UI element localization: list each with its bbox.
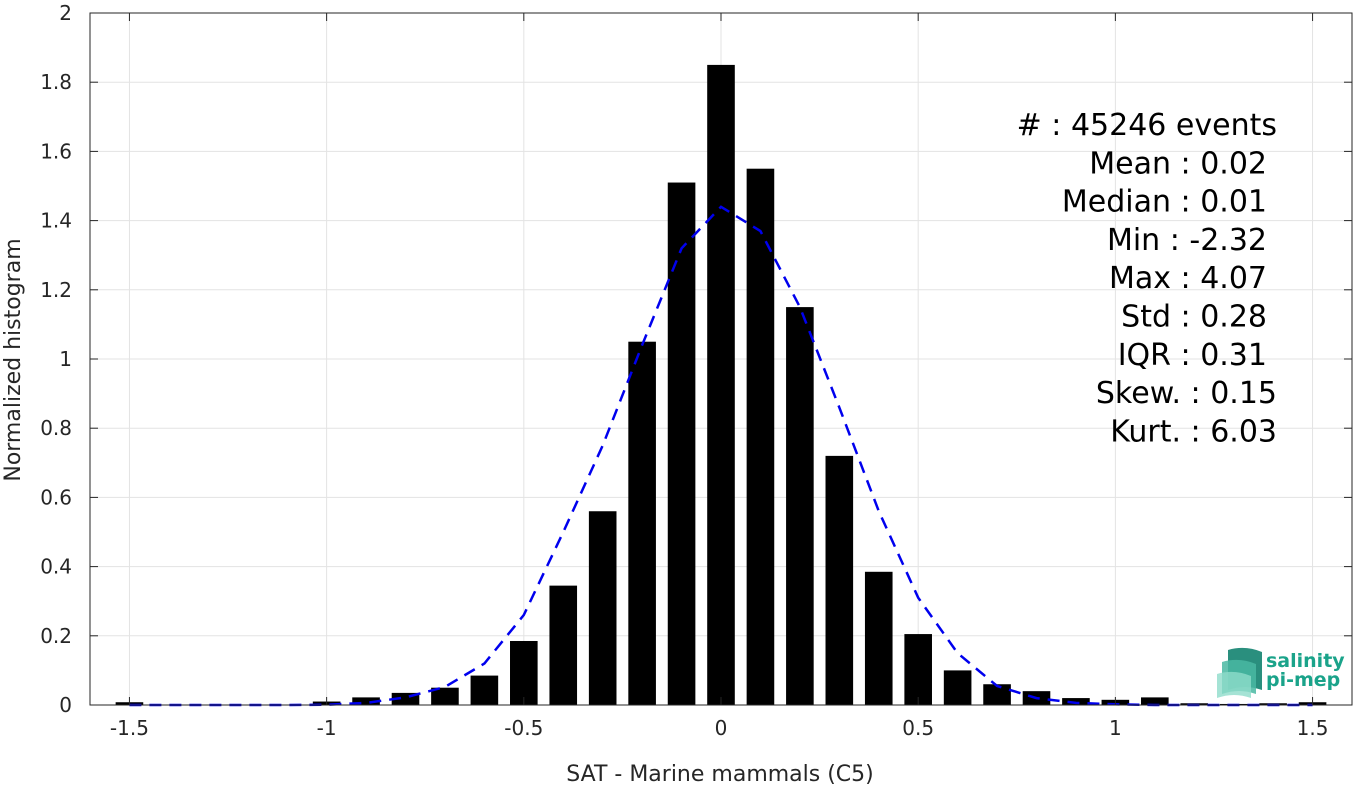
y-tick-label: 1.4 — [40, 209, 72, 233]
y-tick-label: 1 — [59, 347, 72, 371]
x-tick-label: 1 — [1109, 716, 1122, 740]
y-tick-label: 2 — [59, 1, 72, 25]
y-axis-label: Normalized histogram — [1, 238, 26, 481]
stat-line: Std : 0.28 — [1121, 300, 1267, 335]
histogram-bar — [904, 634, 932, 705]
y-tick-label: 0.8 — [40, 416, 72, 440]
histogram-bar — [549, 585, 578, 705]
y-tick-label: 1.2 — [40, 278, 72, 302]
histogram-bar — [667, 182, 696, 706]
stat-line: Kurt. : 6.03 — [1110, 414, 1277, 449]
y-tick-label: 1.8 — [40, 70, 72, 94]
stat-line: Min : -2.32 — [1107, 223, 1267, 258]
histogram-bar — [825, 455, 854, 705]
stat-line: Median : 0.01 — [1062, 185, 1267, 220]
stat-line: # : 45246 events — [1017, 108, 1277, 143]
histogram-bar — [470, 675, 499, 705]
histogram-bar — [707, 64, 735, 705]
histogram-bar — [983, 684, 1011, 705]
y-axis-ticks: 0 0.2 0.4 0.6 0.8 1 1.2 1.4 1.6 1.8 2 — [40, 1, 1352, 717]
stat-line: Skew. : 0.15 — [1096, 376, 1277, 411]
logo-line-2: pi-mep — [1266, 669, 1340, 691]
histogram-bar — [1141, 697, 1169, 705]
y-tick-label: 0 — [59, 693, 72, 717]
stat-line: Max : 4.07 — [1109, 261, 1267, 296]
histogram-bar — [352, 697, 380, 705]
x-axis-label: SAT - Marine mammals (C5) — [566, 762, 874, 785]
histogram-bar — [431, 687, 459, 705]
y-tick-label: 0.6 — [40, 485, 72, 509]
wave-logo-icon — [1217, 647, 1262, 698]
y-tick-label: 1.6 — [40, 139, 72, 163]
stat-line: Mean : 0.02 — [1089, 146, 1267, 181]
x-tick-label: -1 — [317, 716, 337, 740]
histogram-bar — [786, 307, 814, 705]
histogram-bar — [943, 670, 972, 705]
x-tick-label: -1.5 — [110, 716, 149, 740]
histogram-bar — [864, 571, 893, 705]
histogram-bar — [628, 341, 656, 705]
histogram-bar — [1062, 698, 1090, 705]
stat-line: IQR : 0.31 — [1118, 338, 1267, 373]
salinity-pi-mep-logo: salinity pi-mep — [1217, 647, 1345, 698]
logo-line-1: salinity — [1266, 650, 1345, 672]
x-tick-label: 0 — [715, 716, 728, 740]
x-tick-label: 1.5 — [1297, 716, 1329, 740]
y-tick-label: 0.4 — [40, 555, 72, 579]
x-axis-ticks: -1.5 -1 -0.5 0 0.5 1 1.5 — [110, 13, 1329, 740]
histogram-bar — [746, 168, 775, 705]
histogram-bar — [588, 511, 617, 705]
x-tick-label: -0.5 — [504, 716, 543, 740]
x-tick-label: 0.5 — [902, 716, 934, 740]
y-tick-label: 0.2 — [40, 624, 72, 648]
histogram-bar — [510, 640, 538, 705]
